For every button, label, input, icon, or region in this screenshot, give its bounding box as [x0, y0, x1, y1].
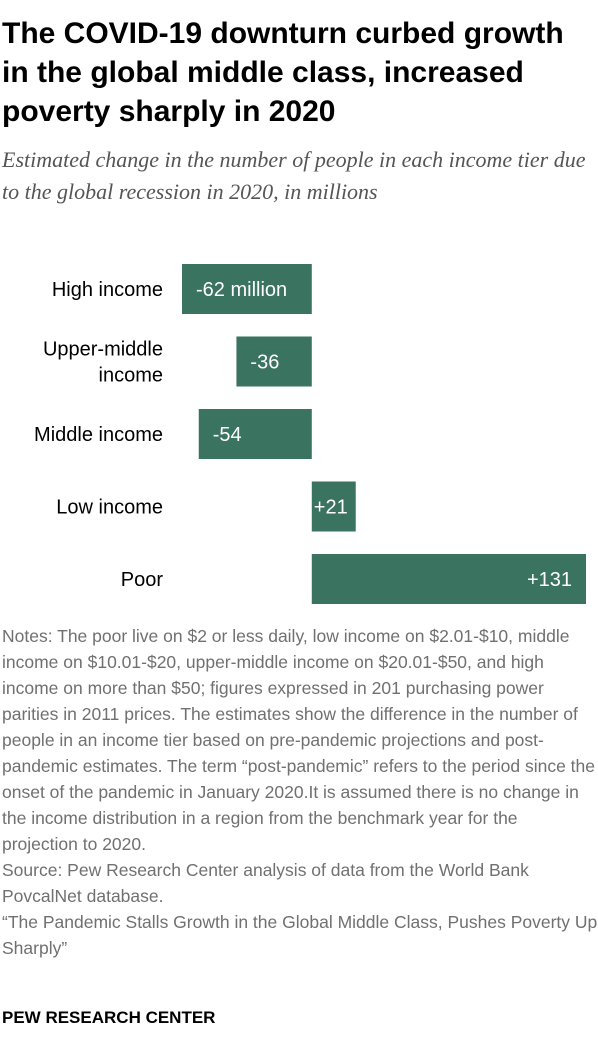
bar — [236, 336, 312, 387]
bar-chart: -62 million High income -36 Upper-middle inc… — [34, 264, 586, 604]
bar-value-label: -62 million — [196, 279, 287, 301]
notes-block: Notes: The poor live on $2 or less daily… — [2, 623, 598, 961]
source-text: Source: Pew Research Center analysis of … — [2, 860, 529, 906]
notes-text: Notes: The poor live on $2 or less daily… — [2, 626, 596, 854]
bar — [182, 264, 312, 314]
chart-subtitle: Estimated change in the number of people… — [2, 147, 586, 204]
chart-title: The COVID-19 downturn curbed growth in t… — [2, 17, 564, 128]
bar-value-label: +131 — [527, 569, 572, 591]
bar — [311, 481, 356, 532]
bar-value-label: -54 — [213, 424, 242, 446]
bar — [311, 554, 586, 604]
category-label: Low income — [56, 497, 163, 519]
brand-logo-text: PEW RESEARCH CENTER — [2, 1008, 216, 1027]
bar-value-label: +21 — [314, 497, 348, 519]
category-label: High income — [52, 279, 163, 301]
category-label: Upper-middle income — [43, 339, 163, 387]
bar — [198, 409, 312, 459]
bar-value-label: -36 — [250, 352, 279, 374]
category-label: Poor — [121, 569, 164, 591]
report-title-text: “The Pandemic Stalls Growth in the Globa… — [2, 912, 598, 958]
category-label: Middle income — [34, 424, 163, 446]
